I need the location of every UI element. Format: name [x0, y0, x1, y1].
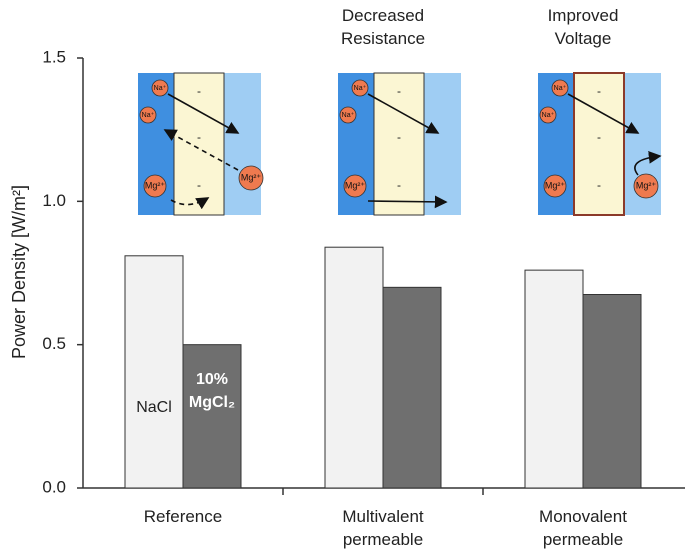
bar: [324, 246, 384, 489]
membrane: [573, 72, 625, 216]
fixed-charge: -: [197, 84, 201, 98]
ion: [343, 174, 367, 198]
ion: [143, 174, 167, 198]
y-tick-label: 1.0: [42, 191, 66, 210]
bar: [524, 269, 584, 489]
x-tick-label: Reference: [143, 507, 223, 526]
arrow: [163, 129, 239, 171]
ion-label: Mg²⁺: [345, 180, 365, 190]
y-axis-label: Power Density [W/m²]: [9, 185, 29, 359]
arrow: [367, 93, 440, 134]
legend-label: NaCl: [136, 399, 172, 416]
ion-label: Mg²⁺: [145, 180, 165, 190]
arrow: [634, 150, 662, 176]
bar: [382, 286, 442, 489]
ion: [633, 173, 659, 199]
ion: [543, 174, 567, 198]
fixed-charge: -: [597, 84, 601, 98]
ion-label: Na⁺: [342, 112, 355, 119]
ion-label: Mg²⁺: [241, 172, 261, 182]
arrow: [567, 93, 640, 134]
membrane: [373, 72, 425, 216]
fixed-charge: -: [397, 178, 401, 192]
ion: [339, 106, 357, 124]
ion-label: Na⁺: [554, 85, 567, 92]
ion: [238, 165, 264, 191]
x-tick-label: Monovalent permeable: [539, 507, 627, 549]
bar: [582, 294, 642, 489]
y-tick-label: 1.5: [42, 47, 66, 66]
fixed-charge: -: [197, 130, 201, 144]
legend-label: 10% MgCl₂: [188, 371, 236, 411]
arrow: [170, 197, 210, 210]
arrow: [367, 195, 448, 209]
fixed-charge: -: [397, 130, 401, 144]
fixed-charge: -: [397, 84, 401, 98]
fixed-charge: -: [597, 130, 601, 144]
ion: [539, 106, 557, 124]
fixed-charge: -: [197, 178, 201, 192]
y-tick-label: 0.5: [42, 334, 66, 353]
ion: [151, 79, 169, 97]
ion: [139, 106, 157, 124]
y-tick-label: 0.0: [42, 477, 66, 496]
ion-label: Na⁺: [542, 112, 555, 119]
ion-label: Na⁺: [354, 85, 367, 92]
membrane: [173, 72, 225, 216]
bar: [182, 344, 242, 489]
fixed-charge: -: [597, 178, 601, 192]
bar: [124, 255, 184, 489]
annotation: Decreased Resistance: [340, 6, 426, 48]
ion-label: Mg²⁺: [545, 180, 565, 190]
annotation: Improved Voltage: [547, 6, 619, 48]
ion-label: Na⁺: [154, 85, 167, 92]
ion: [351, 79, 369, 97]
ion-label: Na⁺: [142, 112, 155, 119]
ion: [551, 79, 569, 97]
arrow: [167, 93, 240, 134]
ion-label: Mg²⁺: [636, 180, 656, 190]
x-tick-label: Multivalent permeable: [342, 507, 424, 549]
